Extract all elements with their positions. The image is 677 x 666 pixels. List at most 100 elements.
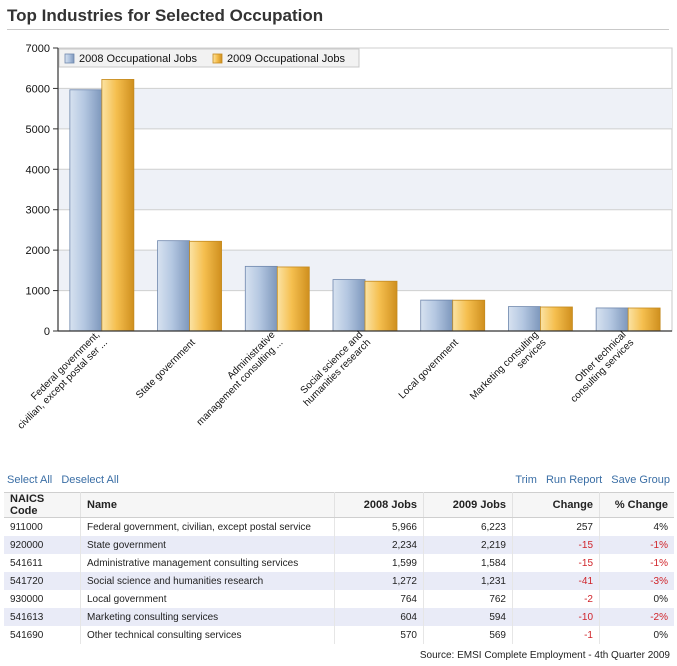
- table-header-row: NAICS Code Name 2008 Jobs 2009 Jobs Chan…: [4, 492, 674, 518]
- x-tick-labels: Federal government,civilian, except post…: [8, 329, 637, 432]
- x-tick-label: Administrativemanagement consulting ...: [187, 329, 286, 428]
- bar-2008: [332, 279, 366, 332]
- title-divider: [7, 29, 669, 30]
- bar-2009: [627, 307, 661, 332]
- bar-2008: [244, 265, 278, 332]
- x-tick-label: Local government: [397, 337, 461, 401]
- cell-pct-change: -3%: [599, 572, 674, 590]
- header-name[interactable]: Name: [80, 492, 335, 518]
- bar-chart: 0 1000 2000 3000 4000 5000 6000 7000 Federal go…: [8, 43, 673, 432]
- table-row[interactable]: 541613 Marketing consulting services 604…: [4, 608, 674, 626]
- cell-name: Marketing consulting services: [80, 608, 335, 626]
- header-change[interactable]: Change: [512, 492, 600, 518]
- bar-2008: [595, 307, 629, 332]
- select-all-link[interactable]: Select All: [7, 474, 53, 486]
- legend-box: [58, 48, 360, 68]
- grid-band: [58, 88, 672, 129]
- table-row[interactable]: 930000 Local government 764 762 -2 0%: [4, 590, 674, 608]
- table-row[interactable]: 541720 Social science and humanities res…: [4, 572, 674, 590]
- x-tick-label-line: humanities research: [302, 337, 373, 408]
- cell-2008-jobs: 764: [334, 590, 424, 608]
- cell-pct-change: 0%: [653, 629, 668, 641]
- cell-2008-jobs: 5,966: [334, 517, 424, 536]
- cell-pct-change: 0%: [653, 593, 668, 605]
- cell-change: -15: [512, 554, 600, 572]
- y-tick-label: 3000: [26, 205, 50, 217]
- bar-2008: [157, 240, 190, 332]
- header-2009-jobs[interactable]: 2009 Jobs: [423, 492, 513, 518]
- cell-name: Local government: [80, 590, 335, 608]
- plot-background: [57, 47, 673, 332]
- cell-change: -41: [512, 572, 600, 590]
- axes: [53, 47, 672, 332]
- x-tick-label: Federal government,civilian, except post…: [8, 330, 110, 432]
- bar-2009: [540, 306, 573, 332]
- cell-2008-jobs: 604: [334, 608, 424, 626]
- bar-2009: [189, 240, 222, 332]
- cell-change: -1: [512, 626, 600, 644]
- cell-change: 257: [512, 517, 600, 536]
- header-2008-jobs[interactable]: 2008 Jobs: [334, 492, 424, 518]
- x-tick-label-line: State government: [134, 337, 198, 401]
- table-row[interactable]: 541690 Other technical consulting servic…: [4, 626, 674, 644]
- x-tick-label-line: Federal government,: [29, 330, 102, 403]
- cell-name: Social science and humanities research: [80, 572, 335, 590]
- grid-band: [58, 169, 672, 210]
- y-tick-label: 6000: [26, 83, 50, 95]
- cell-pct-change: -1%: [650, 557, 668, 569]
- x-tick-label-line: Social science and: [299, 330, 366, 397]
- trim-link[interactable]: Trim: [515, 474, 537, 486]
- cell-2008-jobs: 2,234: [334, 536, 424, 554]
- y-tick-label: 7000: [26, 43, 50, 55]
- bar-2009: [101, 79, 135, 332]
- bars: [69, 79, 661, 332]
- header-pct-change[interactable]: % Change: [599, 492, 674, 518]
- y-tick-label: 4000: [26, 164, 50, 176]
- cell-pct-change: -1%: [599, 536, 674, 554]
- cell-naics-code: 920000: [4, 536, 81, 554]
- cell-naics-code: 541690: [4, 626, 81, 644]
- bar-2009: [276, 266, 310, 332]
- cell-naics-code: 541611: [4, 554, 81, 572]
- save-group-link[interactable]: Save Group: [611, 474, 670, 486]
- cell-2008-jobs: 1,599: [334, 554, 424, 572]
- action-links: Select All Deselect All Trim Run Report …: [7, 474, 670, 490]
- y-tick-label: 2000: [26, 245, 50, 257]
- deselect-all-link[interactable]: Deselect All: [61, 474, 119, 486]
- table-row[interactable]: 911000 Federal government, civilian, exc…: [4, 517, 674, 536]
- cell-2009-jobs: 594: [423, 608, 513, 626]
- cell-2009-jobs: 1,231: [423, 572, 513, 590]
- legend-label: 2008 Occupational Jobs: [79, 53, 198, 65]
- legend-swatch-2009: [212, 53, 223, 64]
- bar-2008: [508, 306, 541, 332]
- cell-pct-change: 4%: [653, 521, 668, 533]
- x-tick-label-line: Marketing consulting: [468, 330, 541, 403]
- x-tick-label-line: civilian, except postal ser ...: [16, 337, 110, 431]
- bar-2008: [420, 299, 454, 332]
- cell-2008-jobs: 570: [334, 626, 424, 644]
- cell-name: Federal government, civilian, except pos…: [80, 517, 335, 536]
- cell-change: -15: [512, 536, 600, 554]
- bar-2008: [69, 89, 103, 332]
- cell-change: -10: [512, 608, 600, 626]
- source-note: Source: EMSI Complete Employment - 4th Q…: [419, 650, 670, 661]
- cell-naics-code: 930000: [4, 590, 81, 608]
- bar-2009: [452, 299, 486, 332]
- run-report-link[interactable]: Run Report: [545, 474, 603, 486]
- y-tick-label: 5000: [26, 124, 50, 136]
- x-tick-label: State government: [134, 337, 198, 401]
- bar-2009: [364, 280, 398, 332]
- header-naics-code[interactable]: NAICS Code: [4, 492, 81, 518]
- cell-pct-change: -2%: [599, 608, 674, 626]
- x-tick-label: Social science andhumanities research: [294, 330, 373, 409]
- page-title: Top Industries for Selected Occupation: [7, 6, 324, 25]
- legend-swatch-2008: [64, 53, 75, 64]
- table-row[interactable]: 541611 Administrative management consult…: [4, 554, 674, 572]
- x-tick-label: Marketing consultingservices: [468, 330, 548, 410]
- industries-table: NAICS Code Name 2008 Jobs 2009 Jobs Chan…: [4, 492, 674, 644]
- table-row[interactable]: 920000 State government 2,234 2,219 -15 …: [4, 536, 674, 554]
- cell-name: Administrative management consulting ser…: [80, 554, 335, 572]
- cell-2008-jobs: 1,272: [334, 572, 424, 590]
- legend-label: 2009 Occupational Jobs: [227, 53, 346, 65]
- y-tick-label: 0: [44, 326, 50, 338]
